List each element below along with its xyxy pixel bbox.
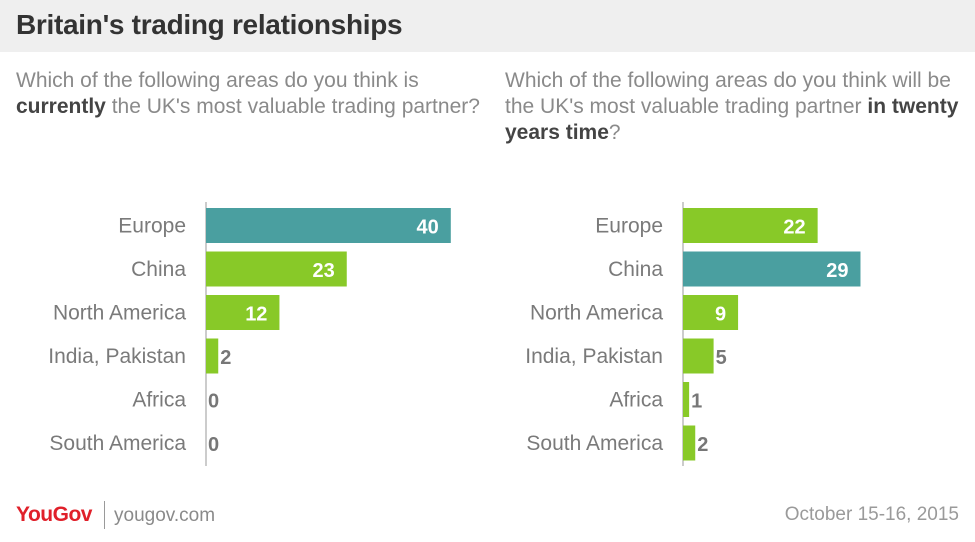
right-value-label: 2 xyxy=(697,434,708,456)
title-bar: Britain's trading relationships xyxy=(0,0,975,52)
right-value-label: 1 xyxy=(691,391,702,413)
left-question-post: the UK's most valuable trading partner? xyxy=(105,95,480,118)
footer-url[interactable]: yougov.com xyxy=(114,505,216,526)
right-category-label: Europe xyxy=(595,215,663,238)
yougov-logo: YouGov xyxy=(16,503,92,526)
left-bar xyxy=(206,208,451,243)
footer-date: October 15-16, 2015 xyxy=(784,504,959,525)
right-category-label: India, Pakistan xyxy=(525,345,663,368)
left-question-pre: Which of the following areas do you thin… xyxy=(16,69,419,92)
left-value-label: 2 xyxy=(220,347,231,369)
right-category-label: Africa xyxy=(609,389,663,412)
right-bar xyxy=(683,208,818,243)
right-value-label: 29 xyxy=(826,260,848,282)
left-category-label: India, Pakistan xyxy=(48,345,186,368)
left-category-label: North America xyxy=(53,302,186,325)
right-bar xyxy=(683,425,696,461)
right-bar xyxy=(683,251,861,287)
right-bar-chart: Europe 22 China 29 North America 9 India, Paki… xyxy=(525,202,861,466)
right-question: Which of the following areas do you thin… xyxy=(505,68,975,146)
left-question-bold: currently xyxy=(16,95,106,118)
left-value-label: 0 xyxy=(208,391,219,413)
left-value-label: 0 xyxy=(208,434,219,456)
left-bar-chart: Europe 40 China 23 North America 12 India, Pak… xyxy=(48,202,451,466)
left-value-label: 40 xyxy=(417,217,439,239)
page-title: Britain's trading relationships xyxy=(16,9,403,40)
right-bar xyxy=(683,338,714,374)
left-category-label: China xyxy=(131,258,186,281)
right-question-bold: in twenty years time xyxy=(505,95,959,144)
left-bar xyxy=(206,251,347,287)
left-bar xyxy=(206,338,219,374)
left-value-label: 23 xyxy=(313,260,335,282)
left-question: Which of the following areas do you thin… xyxy=(16,68,486,120)
left-category-label: South America xyxy=(49,432,186,455)
left-bar xyxy=(206,295,280,330)
left-value-label: 12 xyxy=(245,304,267,326)
right-category-label: North America xyxy=(530,302,663,325)
right-bar xyxy=(683,295,739,330)
left-category-label: Europe xyxy=(118,215,186,238)
footer-divider xyxy=(104,501,105,529)
right-question-post: ? xyxy=(608,121,621,144)
right-question-pre: Which of the following areas do you thin… xyxy=(505,69,951,118)
right-value-label: 22 xyxy=(783,217,805,239)
right-category-label: South America xyxy=(526,432,663,455)
right-bar xyxy=(683,382,690,417)
right-value-label: 5 xyxy=(716,347,727,369)
left-category-label: Africa xyxy=(132,389,186,412)
right-category-label: China xyxy=(608,258,663,281)
right-value-label: 9 xyxy=(715,304,726,326)
